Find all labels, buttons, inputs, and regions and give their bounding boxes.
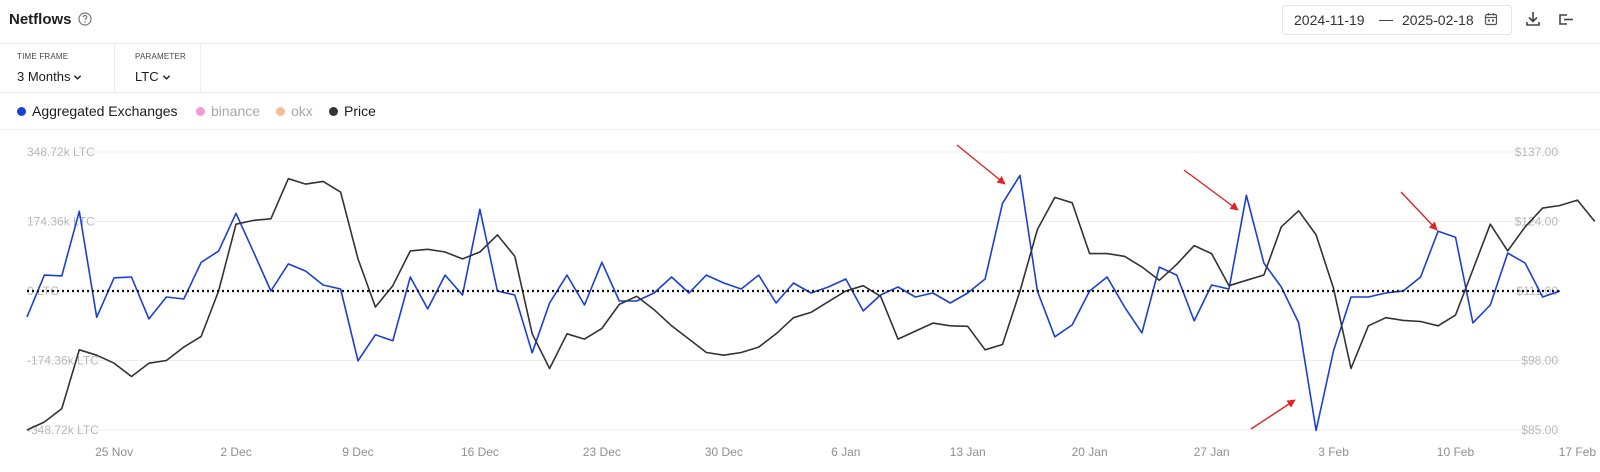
y-axis-left-label: 348.72k LTC bbox=[27, 145, 95, 159]
help-icon[interactable] bbox=[78, 12, 92, 26]
x-axis-label: 13 Jan bbox=[950, 445, 986, 459]
x-axis-label: 3 Feb bbox=[1318, 445, 1349, 459]
timeframe-value[interactable]: 3 Months bbox=[17, 69, 82, 84]
timeframe-label: TIME FRAME bbox=[17, 52, 69, 61]
timeframe-value-text: 3 Months bbox=[17, 69, 71, 84]
parameter-select[interactable]: PARAMETER LTC bbox=[115, 44, 201, 92]
x-axis-label: 6 Jan bbox=[831, 445, 860, 459]
chart-legend: Aggregated Exchanges binance okx Price bbox=[0, 93, 1600, 130]
legend-dot bbox=[17, 106, 26, 116]
x-axis-label: 9 Dec bbox=[342, 445, 373, 459]
x-axis-label: 2 Dec bbox=[220, 445, 251, 459]
legend-item-okx[interactable]: okx bbox=[276, 103, 313, 119]
y-axis-left-label: 174.36k LTC bbox=[27, 215, 95, 229]
x-axis-label: 17 Feb bbox=[1559, 445, 1597, 459]
legend-dot bbox=[329, 106, 338, 116]
parameter-value-text: LTC bbox=[135, 69, 159, 84]
y-axis-left-label: -174.36k LTC bbox=[27, 354, 99, 368]
y-axis-right-label: $85.00 bbox=[1521, 423, 1558, 437]
legend-item-binance[interactable]: binance bbox=[196, 103, 260, 119]
legend-label: okx bbox=[291, 103, 313, 119]
legend-dot bbox=[196, 106, 205, 116]
date-range-picker[interactable]: 2024-11-19 — 2025-02-18 bbox=[1282, 5, 1512, 35]
y-axis-right-label: $137.00 bbox=[1515, 145, 1559, 159]
price-line bbox=[26, 177, 1596, 431]
x-axis-label: 10 Feb bbox=[1437, 445, 1475, 459]
date-from[interactable]: 2024-11-19 bbox=[1294, 12, 1365, 28]
chart-header: Netflows 2024-11-19 — 2025-02-18 bbox=[0, 0, 1600, 44]
legend-label: Aggregated Exchanges bbox=[32, 103, 178, 119]
legend-label: Price bbox=[344, 103, 376, 119]
y-axis-left-label: -348.72k LTC bbox=[27, 423, 99, 437]
parameter-label: PARAMETER bbox=[135, 52, 186, 61]
parameter-value[interactable]: LTC bbox=[135, 69, 171, 84]
date-separator: — bbox=[1379, 11, 1393, 27]
annotation-arrow bbox=[956, 144, 1006, 185]
chart-title: Netflows bbox=[9, 11, 72, 28]
chevron-down-icon bbox=[74, 75, 82, 80]
x-axis-label: 30 Dec bbox=[705, 445, 743, 459]
x-axis-label: 20 Jan bbox=[1072, 445, 1108, 459]
download-icon[interactable] bbox=[1524, 10, 1542, 28]
annotation-arrow bbox=[1183, 169, 1239, 211]
legend-label: binance bbox=[211, 103, 261, 119]
legend-item-price[interactable]: Price bbox=[329, 103, 376, 119]
calendar-icon[interactable] bbox=[1484, 12, 1498, 26]
x-axis-label: 16 Dec bbox=[461, 445, 499, 459]
y-axis-right-label: $98.00 bbox=[1521, 354, 1558, 368]
chart-controls: TIME FRAME 3 Months PARAMETER LTC bbox=[0, 44, 1600, 93]
legend-dot bbox=[276, 106, 285, 116]
aggregated-exchanges-line bbox=[26, 174, 1561, 432]
x-axis-label: 27 Jan bbox=[1194, 445, 1230, 459]
y-axis-right-label: $124.00 bbox=[1515, 215, 1559, 229]
date-to[interactable]: 2025-02-18 bbox=[1402, 12, 1474, 28]
x-axis-label: 23 Dec bbox=[583, 445, 621, 459]
annotation-arrow bbox=[1400, 191, 1438, 231]
legend-item-aggregated-exchanges[interactable]: Aggregated Exchanges bbox=[17, 103, 178, 119]
timeframe-select[interactable]: TIME FRAME 3 Months bbox=[0, 44, 115, 92]
x-axis-label: 25 Nov bbox=[95, 445, 133, 459]
share-icon[interactable] bbox=[1556, 10, 1574, 28]
chevron-down-icon bbox=[162, 75, 170, 80]
annotation-arrow bbox=[1250, 399, 1296, 430]
